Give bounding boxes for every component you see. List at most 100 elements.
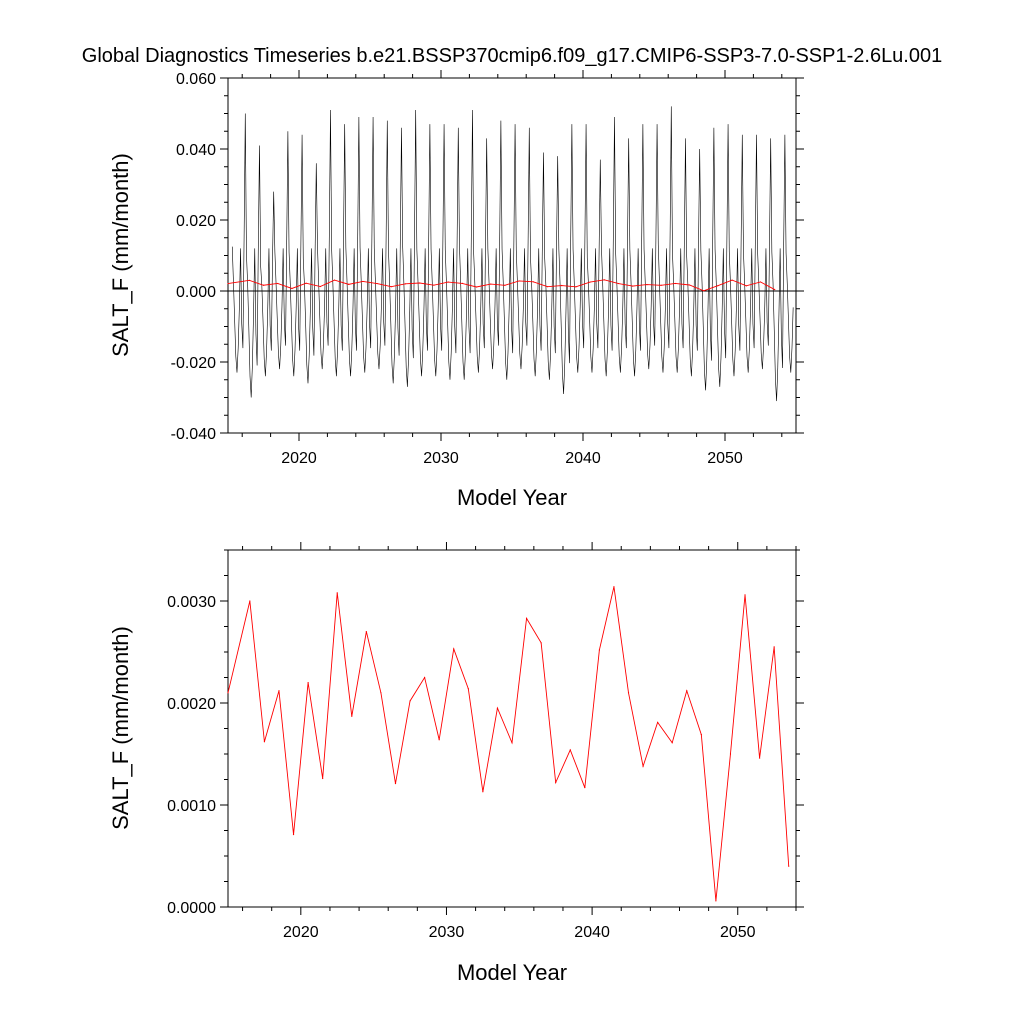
bottom-annual-point — [511, 742, 513, 744]
top-annual-point — [475, 286, 478, 288]
bottom-annual-point — [424, 676, 426, 679]
top-y-tick-label: -0.040 — [171, 426, 216, 443]
bottom-annual-point — [322, 777, 324, 780]
top-annual-point — [660, 284, 662, 286]
bottom-annual-point — [657, 721, 659, 723]
top-y-axis-label: SALT_F (mm/month) — [108, 153, 133, 357]
top-annual-point — [390, 286, 392, 288]
bottom-annual-point — [482, 791, 484, 793]
bottom-annual-point — [263, 741, 266, 743]
top-annual-point — [461, 282, 463, 285]
top-annual-point — [433, 284, 435, 286]
bottom-annual-point — [525, 617, 528, 619]
top-annual-point — [532, 281, 534, 283]
bottom-annual-point — [715, 900, 717, 902]
top-annual-point — [688, 284, 691, 286]
bottom-annual-point — [773, 646, 775, 648]
bottom-annual-point — [613, 586, 615, 588]
bottom-annual-point — [380, 692, 382, 694]
top-series-annual — [227, 279, 775, 292]
bottom-ticks — [220, 542, 804, 915]
bottom-annual-point — [409, 700, 411, 702]
top-panel: -0.040 -0.020 0.000 0.020 0.040 0.060 2020 203… — [108, 70, 804, 510]
bottom-y-tick-label: 0.0020 — [167, 696, 216, 713]
top-annual-point — [490, 283, 492, 285]
bottom-annual-point — [278, 690, 280, 692]
top-annual-point — [291, 287, 293, 290]
bottom-plot-frame — [227, 549, 797, 908]
top-annual-points — [227, 279, 776, 292]
top-x-tick-label: 2040 — [565, 450, 601, 467]
bottom-x-tick-label: 2040 — [574, 924, 610, 941]
top-annual-point — [759, 281, 762, 283]
top-annual-point — [305, 282, 307, 284]
top-annual-point — [717, 285, 719, 287]
top-annual-point — [745, 285, 747, 287]
bottom-y-tick-label: 0.0000 — [167, 900, 216, 917]
bottom-annual-point — [336, 592, 338, 594]
top-x-tick-label: 2030 — [423, 450, 459, 467]
bottom-y-tick-label: 0.0010 — [167, 798, 216, 815]
top-annual-point — [248, 279, 250, 281]
top-annual-point — [632, 285, 634, 287]
top-y-tick-label: -0.020 — [171, 355, 216, 372]
top-annual-point — [362, 280, 364, 283]
top-annual-point — [277, 282, 279, 285]
bottom-annual-point — [555, 781, 557, 784]
top-annual-point — [333, 279, 336, 281]
top-y-tick-labels: -0.040 -0.020 0.000 0.020 0.040 0.060 — [171, 71, 216, 443]
top-annual-point — [376, 282, 378, 285]
top-annual-point — [227, 282, 229, 285]
bottom-annual-point — [584, 787, 586, 789]
bottom-x-tick-label: 2050 — [720, 924, 756, 941]
top-ticks — [220, 70, 804, 441]
bottom-panel: 0.0000 0.0010 0.0020 0.0030 2020 2030 2040 205… — [108, 542, 804, 985]
top-annual-point — [646, 283, 648, 286]
top-annual-point — [348, 283, 350, 285]
bottom-annual-point — [729, 753, 732, 755]
bottom-annual-point — [453, 648, 455, 650]
bottom-annual-point — [467, 688, 469, 690]
top-x-tick-labels: 2020 2030 2040 2050 — [281, 450, 743, 467]
bottom-annual-point — [438, 739, 440, 741]
top-series-monthly — [231, 106, 794, 402]
top-annual-point — [419, 282, 421, 284]
bottom-annual-points — [227, 586, 790, 902]
top-annual-point — [731, 279, 733, 281]
bottom-annual-point — [788, 865, 790, 867]
bottom-annual-point — [307, 682, 309, 684]
bottom-annual-point — [351, 715, 353, 717]
bottom-series-annual — [227, 586, 790, 901]
bottom-annual-point — [569, 749, 571, 751]
top-annual-point — [774, 288, 776, 291]
bottom-x-tick-label: 2020 — [283, 924, 319, 941]
top-annual-point — [518, 280, 520, 282]
bottom-annual-point — [540, 642, 542, 644]
top-annual-point — [703, 290, 705, 292]
top-annual-point — [546, 286, 549, 288]
top-plot-frame — [227, 77, 797, 434]
top-x-tick-label: 2050 — [707, 450, 743, 467]
top-y-tick-label: 0.040 — [176, 142, 216, 159]
top-annual-point — [674, 282, 676, 285]
bottom-annual-point — [598, 649, 600, 651]
top-annual-point — [617, 282, 620, 285]
top-annual-point — [504, 284, 506, 286]
bottom-x-tick-label: 2030 — [429, 924, 465, 941]
bottom-annual-point — [642, 765, 644, 767]
bottom-annual-point — [758, 757, 761, 759]
top-x-axis-label: Model Year — [457, 485, 567, 510]
top-annual-point — [561, 284, 563, 287]
bottom-x-tick-labels: 2020 2030 2040 2050 — [283, 924, 756, 941]
bottom-annual-point — [394, 782, 397, 785]
bottom-annual-point — [365, 631, 367, 633]
top-annual-point — [447, 281, 449, 283]
top-annual-point — [575, 286, 577, 288]
bottom-annual-point — [744, 594, 746, 596]
bottom-annual-point — [496, 707, 499, 709]
top-annual-point — [589, 281, 591, 283]
bottom-annual-point — [292, 833, 295, 836]
top-annual-point — [603, 279, 605, 281]
top-y-tick-label: 0.020 — [176, 213, 216, 230]
bottom-y-axis-label: SALT_F (mm/month) — [108, 626, 133, 830]
